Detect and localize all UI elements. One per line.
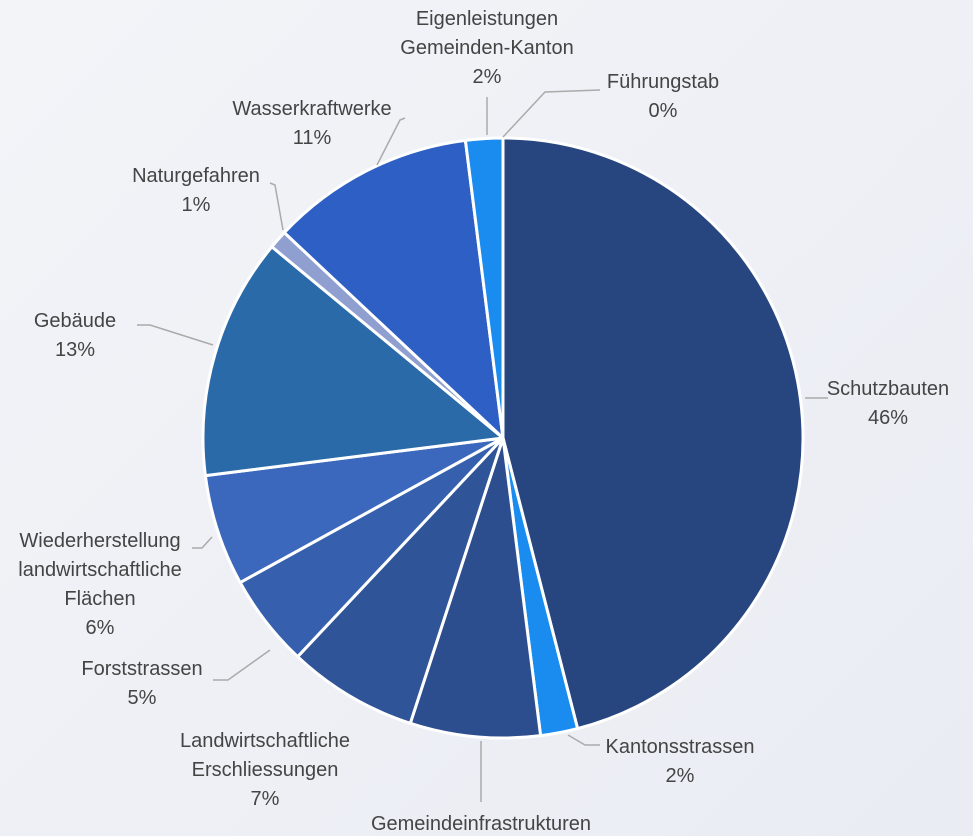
value-label: 2% [665, 765, 695, 787]
pie-slice [201, 245, 505, 478]
pie-slice [296, 436, 505, 725]
value-label: 7% [250, 788, 280, 810]
leader-line [567, 734, 600, 746]
value-label: 1% [181, 194, 211, 216]
pie-slice [408, 436, 543, 740]
slice-label: Gebäude 13% [34, 307, 116, 365]
value-label: 11% [292, 127, 332, 149]
slice-label: Gemeindeinfrastrukturen [370, 813, 592, 835]
slice-label: Naturgefahren 1% [132, 162, 260, 220]
pie-slice [282, 138, 505, 440]
value-label: 0% [648, 100, 678, 122]
value-label: 5% [127, 687, 157, 709]
leader-line [192, 536, 213, 549]
slice-label: Wasserkraftwerke 11% [232, 95, 391, 153]
value-label: 2% [472, 66, 502, 88]
value-label: 13% [54, 339, 96, 361]
leader-line [269, 182, 284, 231]
leader-line [502, 89, 601, 138]
pie-slice [501, 136, 805, 731]
leader-line [137, 324, 214, 346]
slice-label: Führungstab 0% [607, 68, 719, 126]
leader-line [376, 117, 406, 166]
value-label: 6% [85, 617, 115, 639]
slice-label: Landwirtschaftliche Erschliessungen 7% [180, 727, 350, 814]
slice-label: Forststrassen 5% [81, 655, 202, 713]
value-label: 46% [867, 407, 909, 429]
slice-label: Kantonsstrassen 2% [606, 733, 755, 791]
slice-label: Eigenleistungen Gemeinden-Kanton 2% [400, 5, 573, 92]
slice-label: Schutzbauten 46% [827, 375, 949, 433]
leader-line [213, 649, 271, 681]
slice-label: Wiederherstellung landwirtschaftliche Fl… [18, 527, 181, 643]
